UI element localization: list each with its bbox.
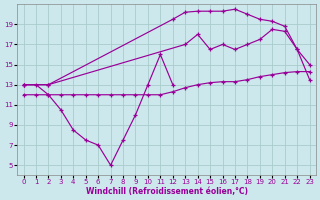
X-axis label: Windchill (Refroidissement éolien,°C): Windchill (Refroidissement éolien,°C) [85,187,248,196]
